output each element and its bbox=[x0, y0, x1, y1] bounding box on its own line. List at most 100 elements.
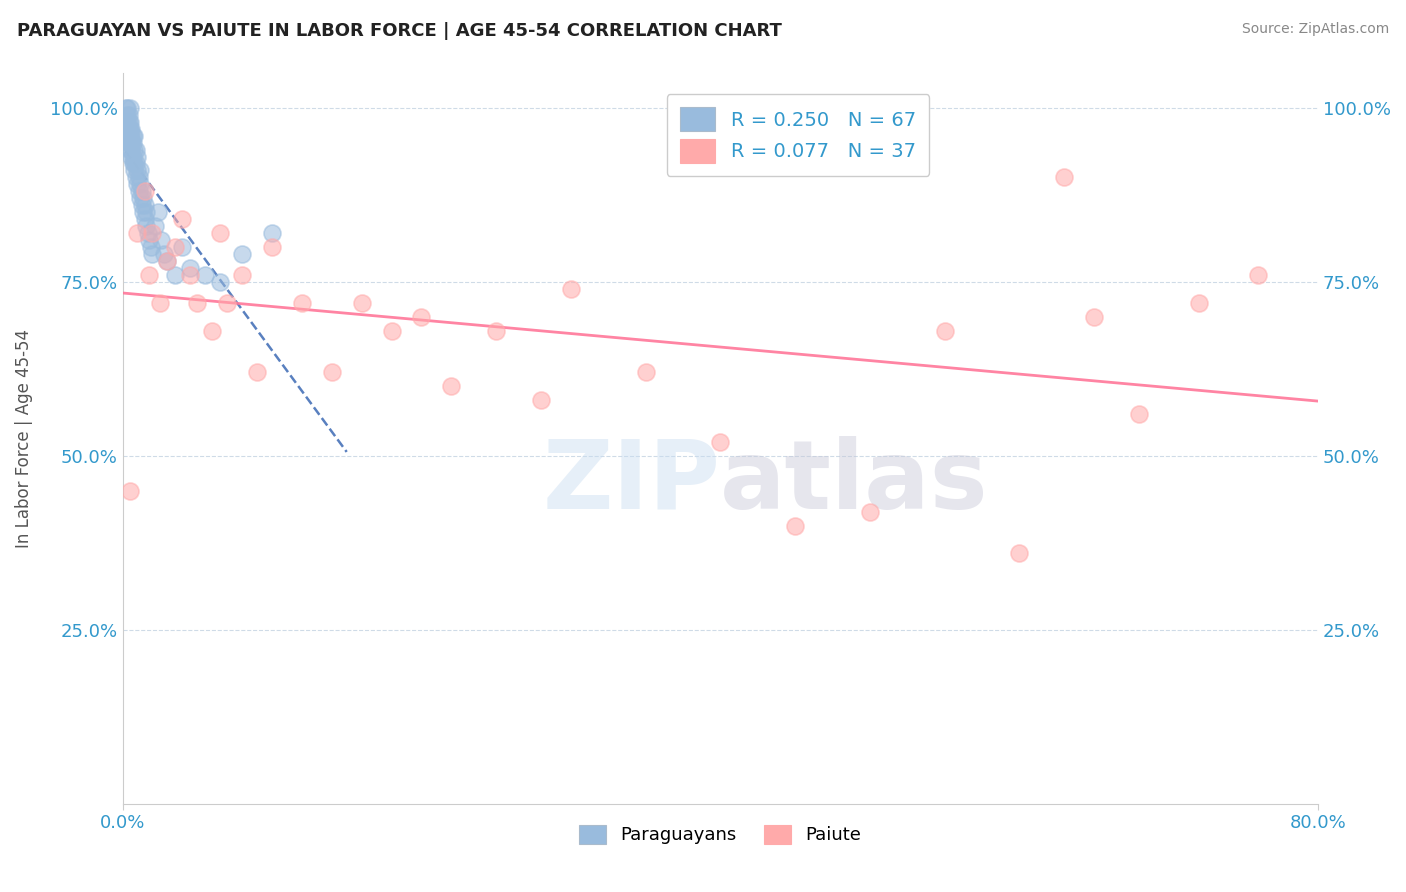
Point bbox=[156, 254, 179, 268]
Point bbox=[118, 128, 141, 143]
Point bbox=[1083, 310, 1105, 324]
Point bbox=[124, 156, 146, 170]
Point bbox=[131, 184, 153, 198]
Point bbox=[128, 184, 150, 198]
Point bbox=[208, 275, 231, 289]
Point bbox=[141, 247, 163, 261]
Point bbox=[134, 198, 156, 212]
Point bbox=[132, 191, 155, 205]
Point bbox=[138, 268, 160, 282]
Point bbox=[117, 121, 139, 136]
Point bbox=[231, 247, 253, 261]
Point bbox=[128, 170, 150, 185]
Point bbox=[411, 310, 433, 324]
Point bbox=[115, 121, 138, 136]
Point bbox=[1053, 170, 1076, 185]
Point bbox=[1128, 407, 1150, 421]
Text: atlas: atlas bbox=[720, 436, 988, 529]
Point bbox=[114, 121, 136, 136]
Text: PARAGUAYAN VS PAIUTE IN LABOR FORCE | AGE 45-54 CORRELATION CHART: PARAGUAYAN VS PAIUTE IN LABOR FORCE | AG… bbox=[17, 22, 782, 40]
Point bbox=[124, 128, 146, 143]
Point bbox=[125, 170, 148, 185]
Point bbox=[115, 128, 138, 143]
Point bbox=[350, 295, 373, 310]
Point bbox=[122, 136, 145, 150]
Point bbox=[124, 163, 146, 178]
Point bbox=[634, 365, 657, 379]
Point bbox=[117, 128, 139, 143]
Point bbox=[118, 143, 141, 157]
Point bbox=[127, 149, 149, 163]
Point bbox=[118, 136, 141, 150]
Point bbox=[172, 240, 194, 254]
Point bbox=[129, 191, 152, 205]
Point bbox=[1247, 268, 1270, 282]
Point bbox=[179, 260, 201, 275]
Point bbox=[148, 205, 170, 219]
Point bbox=[1008, 546, 1031, 560]
Point bbox=[118, 101, 141, 115]
Point bbox=[208, 226, 231, 240]
Point bbox=[129, 163, 152, 178]
Point bbox=[783, 518, 806, 533]
Point bbox=[125, 143, 148, 157]
Point bbox=[134, 212, 156, 227]
Point bbox=[163, 240, 186, 254]
Point bbox=[246, 365, 269, 379]
Point bbox=[1187, 295, 1209, 310]
Point bbox=[201, 324, 224, 338]
Point bbox=[135, 205, 157, 219]
Point bbox=[138, 233, 160, 247]
Point bbox=[127, 163, 149, 178]
Point bbox=[127, 178, 149, 192]
Point bbox=[139, 240, 162, 254]
Point bbox=[134, 184, 156, 198]
Point bbox=[145, 219, 167, 234]
Point bbox=[194, 268, 217, 282]
Point bbox=[124, 143, 146, 157]
Point bbox=[380, 324, 402, 338]
Point bbox=[125, 156, 148, 170]
Point bbox=[129, 178, 152, 192]
Point bbox=[291, 295, 314, 310]
Point bbox=[156, 254, 179, 268]
Point bbox=[172, 212, 194, 227]
Point bbox=[121, 143, 143, 157]
Point bbox=[122, 156, 145, 170]
Point bbox=[122, 149, 145, 163]
Point bbox=[117, 136, 139, 150]
Point bbox=[118, 114, 141, 128]
Text: Source: ZipAtlas.com: Source: ZipAtlas.com bbox=[1241, 22, 1389, 37]
Y-axis label: In Labor Force | Age 45-54: In Labor Force | Age 45-54 bbox=[15, 329, 32, 548]
Point bbox=[118, 121, 141, 136]
Point bbox=[440, 379, 463, 393]
Point bbox=[122, 128, 145, 143]
Point bbox=[217, 295, 239, 310]
Point bbox=[141, 226, 163, 240]
Point bbox=[131, 198, 153, 212]
Point bbox=[136, 226, 159, 240]
Point bbox=[153, 247, 176, 261]
Point bbox=[163, 268, 186, 282]
Point bbox=[485, 324, 508, 338]
Point bbox=[260, 226, 283, 240]
Text: ZIP: ZIP bbox=[543, 436, 720, 529]
Point bbox=[121, 121, 143, 136]
Point bbox=[149, 295, 172, 310]
Point bbox=[121, 128, 143, 143]
Point bbox=[150, 233, 173, 247]
Point bbox=[121, 149, 143, 163]
Point bbox=[859, 505, 882, 519]
Point bbox=[115, 108, 138, 122]
Point bbox=[115, 114, 138, 128]
Point bbox=[260, 240, 283, 254]
Point bbox=[530, 393, 553, 408]
Point bbox=[115, 101, 138, 115]
Legend: Paraguayans, Paiute: Paraguayans, Paiute bbox=[571, 816, 870, 854]
Point bbox=[934, 324, 956, 338]
Point bbox=[709, 434, 731, 449]
Point bbox=[231, 268, 253, 282]
Point bbox=[321, 365, 343, 379]
Point bbox=[132, 205, 155, 219]
Point bbox=[121, 136, 143, 150]
